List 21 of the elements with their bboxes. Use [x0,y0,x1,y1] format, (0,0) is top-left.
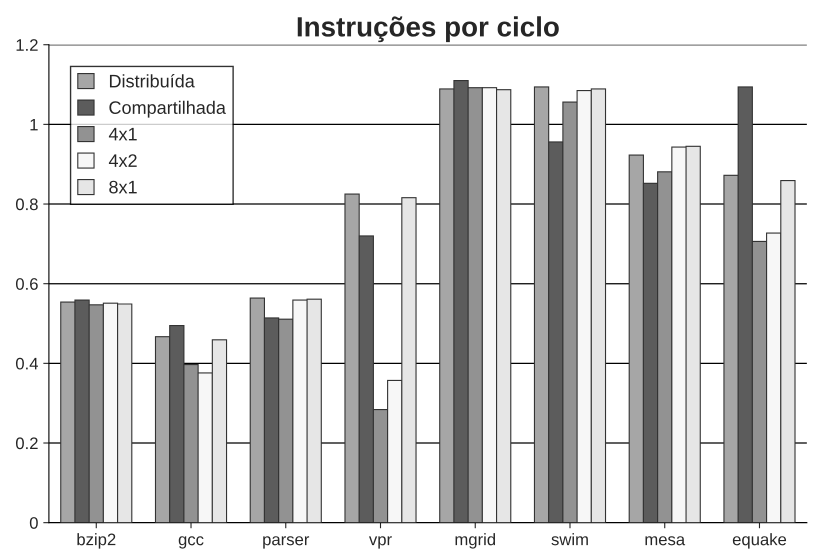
y-tick-label: 0 [30,517,38,529]
legend-label: 4x2 [108,154,137,167]
x-tick-label: equake [732,533,786,549]
y-tick-label: 0.4 [16,358,38,370]
chart-title: Instruções por ciclo [298,16,559,42]
x-tick-label: parser [263,536,310,549]
legend-label: Distribuída [110,74,195,88]
y-tick-label: 0.6 [16,278,38,290]
x-tick-label: bzip2 [77,533,116,549]
y-tick-label: 0.8 [16,198,38,210]
x-tick-label: swim [551,533,588,546]
legend-label: 4x1 [108,128,137,140]
y-tick-label: 0.2 [16,437,38,450]
legend-label: 8x1 [109,180,137,194]
x-tick-label: vpr [368,536,392,549]
x-tick-label: mesa [645,536,686,546]
x-tick-label: gcc [178,536,204,549]
y-tick-label: 1.2 [16,39,38,51]
y-tick-label: 1 [30,118,38,130]
legend-label: Compartilhada [109,100,226,118]
x-tick-label: mgrid [456,533,496,549]
